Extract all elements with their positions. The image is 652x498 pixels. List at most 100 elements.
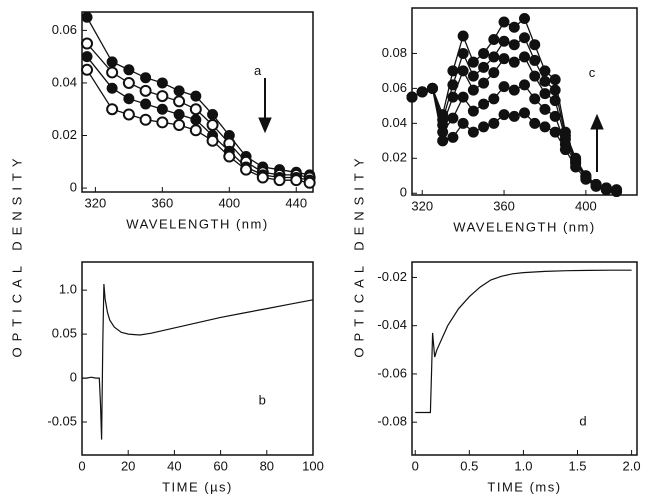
marker xyxy=(549,74,561,86)
marker xyxy=(508,39,520,51)
x-tick-label: 360 xyxy=(151,195,173,210)
marker xyxy=(539,88,551,100)
marker xyxy=(416,86,428,98)
marker xyxy=(156,90,169,103)
x-tick-label: 1.0 xyxy=(514,458,532,473)
marker xyxy=(447,112,459,124)
x-tick-label: 400 xyxy=(575,198,597,213)
marker xyxy=(140,72,152,84)
marker xyxy=(190,90,202,102)
marker xyxy=(580,173,592,185)
x-tick-label: 40 xyxy=(167,458,181,473)
x-tick-label: 20 xyxy=(121,458,135,473)
y-tick-label: -0.08 xyxy=(377,414,407,429)
marker xyxy=(207,108,219,120)
x-axis-label: TIME (ms) xyxy=(487,479,561,494)
marker xyxy=(190,114,202,126)
marker xyxy=(467,105,479,117)
marker xyxy=(498,53,510,65)
panel-label: b xyxy=(259,392,266,407)
marker xyxy=(508,56,520,68)
marker xyxy=(519,51,530,63)
marker xyxy=(139,113,152,126)
x-tick-label: 80 xyxy=(260,458,274,473)
y-axis-label: OPTICAL DENSITY xyxy=(351,152,366,357)
marker xyxy=(498,16,510,28)
marker xyxy=(173,95,186,108)
marker xyxy=(426,82,438,94)
marker xyxy=(508,84,520,96)
plot-frame xyxy=(81,11,314,193)
x-axis-label: WAVELENGTH (nm) xyxy=(126,216,268,231)
marker xyxy=(570,161,582,173)
marker xyxy=(106,103,119,116)
y-tick-label: 0.02 xyxy=(52,127,77,142)
y-tick-label: -0.06 xyxy=(377,365,407,380)
marker xyxy=(447,91,459,103)
y-tick-label: -0.04 xyxy=(377,317,407,332)
marker xyxy=(478,77,490,89)
x-tick-label: 0 xyxy=(78,458,85,473)
marker xyxy=(611,186,623,198)
marker xyxy=(122,76,135,89)
plot-frame xyxy=(81,261,314,456)
marker xyxy=(457,117,469,129)
marker xyxy=(478,61,490,73)
marker xyxy=(529,39,541,51)
x-tick-label: 400 xyxy=(218,195,240,210)
x-tick-label: 360 xyxy=(493,198,515,213)
x-tick-label: 1.5 xyxy=(568,458,586,473)
y-tick-label: 0.06 xyxy=(52,22,77,37)
marker xyxy=(457,91,469,103)
x-tick-label: 320 xyxy=(411,198,433,213)
marker xyxy=(549,95,561,107)
y-tick-label: 0.08 xyxy=(382,45,407,60)
x-axis-label: WAVELENGTH (nm) xyxy=(453,219,595,234)
x-axis-label: TIME (µs) xyxy=(162,479,233,494)
marker xyxy=(549,110,561,122)
y-tick-label: 0.02 xyxy=(382,150,407,165)
marker xyxy=(549,126,561,138)
x-tick-label: 440 xyxy=(285,195,307,210)
marker xyxy=(478,47,490,59)
marker xyxy=(519,12,530,24)
marker xyxy=(457,30,469,42)
marker xyxy=(508,21,520,33)
marker xyxy=(106,66,119,79)
marker xyxy=(539,103,551,115)
marker xyxy=(488,33,500,45)
marker xyxy=(529,54,541,66)
marker xyxy=(529,117,541,129)
marker xyxy=(457,47,469,59)
x-tick-label: 320 xyxy=(85,195,107,210)
marker xyxy=(457,65,469,77)
marker xyxy=(81,11,93,23)
marker xyxy=(106,56,118,68)
marker xyxy=(240,163,253,176)
marker xyxy=(273,174,286,187)
marker xyxy=(106,82,118,94)
marker xyxy=(559,144,571,156)
marker xyxy=(539,121,551,133)
marker xyxy=(467,84,479,96)
y-tick-label: 0.04 xyxy=(382,115,407,130)
marker xyxy=(290,174,303,187)
series-line xyxy=(415,269,632,414)
marker xyxy=(140,98,152,110)
marker xyxy=(549,84,561,96)
marker xyxy=(81,37,94,50)
marker xyxy=(156,116,169,129)
panel-label: d xyxy=(579,414,586,429)
marker xyxy=(498,109,510,121)
marker xyxy=(519,107,530,119)
marker xyxy=(467,70,479,82)
marker xyxy=(189,124,202,137)
marker xyxy=(406,91,418,103)
marker xyxy=(206,118,219,131)
marker xyxy=(519,32,530,44)
marker xyxy=(498,35,510,47)
marker xyxy=(437,135,449,147)
marker xyxy=(123,93,135,105)
y-axis-label: OPTICAL DENSITY xyxy=(9,152,24,357)
